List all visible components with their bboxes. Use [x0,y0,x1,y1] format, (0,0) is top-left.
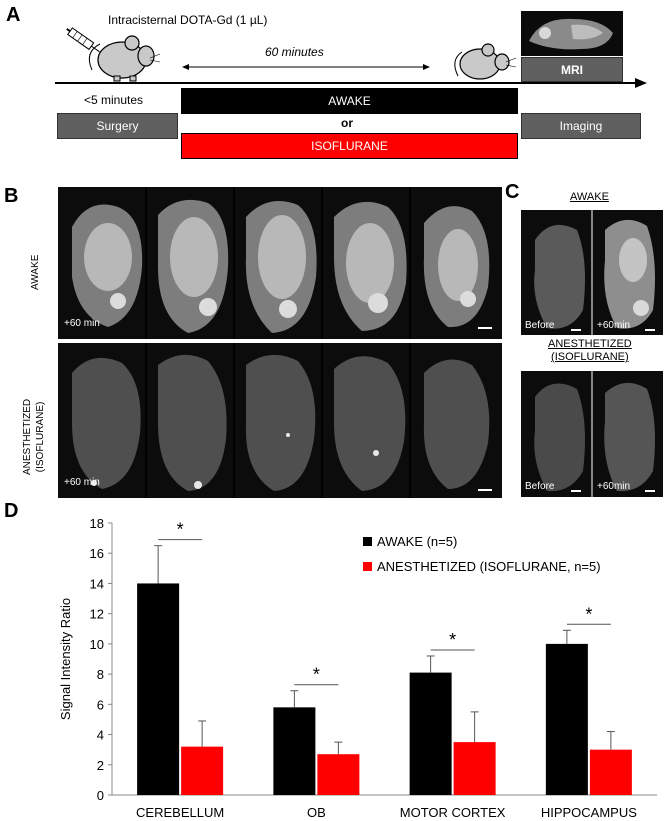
panel-c-anesth-title: ANESTHETIZED (ISOFLURANE) [548,338,632,364]
bar-anesthetized [317,754,360,795]
awake-after-label: +60min [597,320,631,331]
significance-star: * [449,630,456,650]
imaging-box: Imaging [521,113,641,139]
anesthetized-scale-bar [478,489,492,491]
timeline-arrow [55,78,647,88]
x-category-label: OB [307,805,326,820]
duration-label: 60 minutes [265,45,324,59]
legend-label: AWAKE (n=5) [377,534,457,549]
signal-intensity-bar-chart: 0 2 4 6 8 10 12 14 16 18 Signal Intensity Ratio * CE… [58,516,657,820]
panel-b-letter: B [4,185,19,207]
bar-anesthetized [453,742,496,795]
injection-label: Intracisternal DOTA-Gd (1 µL) [108,13,268,27]
anesthetized-row-label-line1: ANESTHETIZED [22,398,33,475]
anesth-c-scale-bar-1 [571,490,581,492]
panel-c-anesth-title-line2: (ISOFLURANE) [551,351,629,363]
x-category-label: CEREBELLUM [136,805,224,820]
y-tick-label: 0 [97,788,104,803]
anesth-c-scale-bar-2 [645,490,655,492]
or-label: or [341,116,353,130]
anesthetized-mri-strip: +60 min [58,343,502,498]
awake-row-label: AWAKE [30,254,41,290]
y-tick-label: 14 [90,576,104,591]
panel-a-letter: A [6,4,21,26]
awake-condition-bar: AWAKE [181,88,518,114]
panel-d-letter: D [4,500,19,522]
mri-preview-image [521,11,623,56]
isoflurane-condition-bar: ISOFLURANE [181,133,518,159]
awake-before-label: Before [525,320,555,331]
legend-swatch [363,562,372,571]
awake-c-scale-bar-2 [645,329,655,331]
y-axis-label: Signal Intensity Ratio [58,598,73,720]
panel-c-letter: C [505,181,520,203]
anesth-after-label: +60min [597,481,631,492]
awake-time-label: +60 min [64,318,100,329]
mri-label: MRI [521,57,623,82]
mouse-icon [454,43,517,80]
panel-c-anesth-title-line1: ANESTHETIZED [548,338,632,350]
panel-c-awake-title: AWAKE [570,191,609,203]
surgery-box: Surgery [57,113,178,139]
bar-anesthetized [181,746,224,795]
y-tick-label: 18 [90,516,104,531]
bar-awake [137,583,180,795]
anesthetized-row-label-line2: (ISOFLURANE) [35,401,46,473]
y-tick-label: 16 [90,546,104,561]
significance-star: * [585,604,592,624]
significance-star: * [313,665,320,685]
under5-label: <5 minutes [84,93,144,107]
anesthetized-row-label: ANESTHETIZED (ISOFLURANE) [21,399,47,475]
awake-c-scale-bar-1 [571,329,581,331]
y-tick-label: 4 [97,728,104,743]
awake-mri-strip: +60 min [58,187,502,339]
anesthetized-before-after-images: Before +60min [521,371,663,497]
anesth-before-label: Before [525,481,555,492]
bar-awake [409,672,452,795]
x-category-label: HIPPOCAMPUS [541,805,637,820]
duration-arrow [182,64,430,70]
y-tick-label: 8 [97,667,104,682]
y-tick-label: 2 [97,758,104,773]
legend-swatch [363,537,372,546]
significance-star: * [177,520,184,540]
syringe-mouse-icon [66,27,161,82]
y-tick-label: 6 [97,697,104,712]
y-tick-label: 10 [90,637,104,652]
bar-anesthetized [589,749,632,795]
bar-awake [545,643,588,795]
awake-scale-bar [478,327,492,329]
y-tick-label: 12 [90,607,104,622]
x-category-label: MOTOR CORTEX [400,805,506,820]
bar-awake [273,707,316,795]
legend-label: ANESTHETIZED (ISOFLURANE, n=5) [377,559,601,574]
awake-before-after-images: Before +60min [521,210,663,335]
anesthetized-time-label: +60 min [64,477,100,488]
